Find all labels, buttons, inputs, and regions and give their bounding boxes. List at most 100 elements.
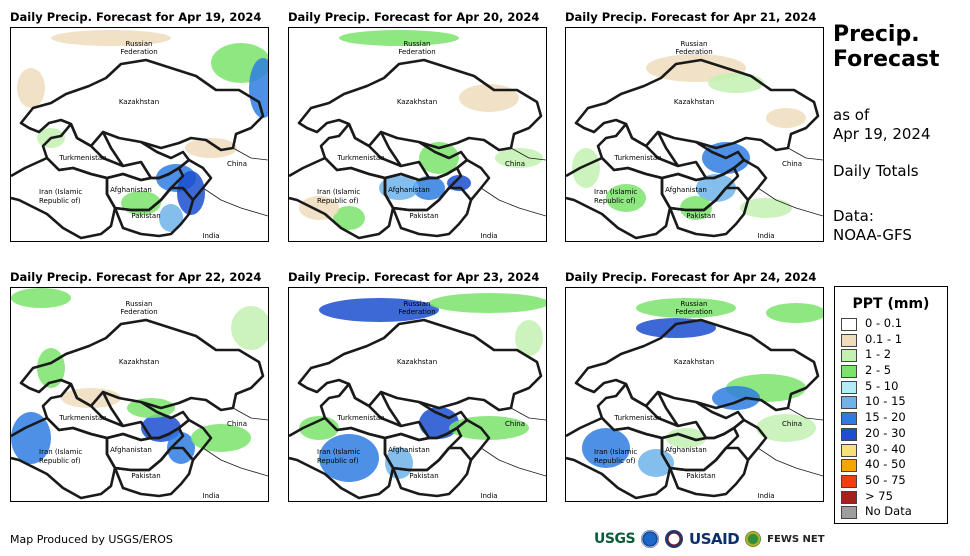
country-label: China	[782, 160, 802, 168]
country-border	[11, 416, 117, 500]
legend-row: 40 - 50	[835, 457, 947, 473]
legend-label: > 75	[865, 488, 893, 503]
forecast-panel: Daily Precip. Forecast for Apr 23, 2024 R…	[288, 270, 568, 528]
legend-row: 10 - 15	[835, 394, 947, 410]
noaa-logo-icon	[641, 530, 660, 548]
country-border	[391, 446, 473, 498]
legend-label: 15 - 20	[865, 410, 906, 425]
precip-area	[708, 73, 764, 93]
legend-label: 5 - 10	[865, 378, 899, 393]
country-label: Federation	[120, 48, 157, 56]
legend-row: 20 - 30	[835, 426, 947, 442]
daily-totals-label: Daily Totals	[833, 162, 919, 180]
legend-row: 30 - 40	[835, 442, 947, 458]
country-label: China	[782, 420, 802, 428]
forecast-panel: Daily Precip. Forecast for Apr 21, 2024 R…	[565, 10, 845, 268]
country-border	[101, 131, 125, 167]
precip-area	[572, 148, 600, 188]
legend-swatch	[841, 490, 857, 504]
precip-map: Russian Federation Kazakhstan Turkmenistan C…	[288, 287, 547, 502]
precip-map: Russian Federation Kazakhstan Turkmenistan C…	[10, 27, 269, 242]
precip-map: Russian Federation Kazakhstan Turkmenistan C…	[10, 287, 269, 502]
country-border	[456, 158, 491, 201]
country-border	[757, 447, 823, 477]
data-source: NOAA-GFS	[833, 226, 912, 244]
precip-area	[319, 434, 379, 482]
legend-swatch	[841, 380, 857, 394]
country-label: Russian	[126, 40, 153, 48]
country-border	[11, 156, 117, 240]
country-label: Kazakhstan	[674, 98, 714, 106]
country-border	[101, 391, 125, 427]
country-border	[510, 147, 546, 161]
country-border	[787, 407, 823, 421]
legend-label: 0 - 0.1	[865, 316, 903, 330]
country-label: Iran (Islamic	[39, 448, 82, 456]
panel-title: Daily Precip. Forecast for Apr 20, 2024	[288, 10, 540, 24]
country-border	[733, 158, 768, 201]
partner-logos: USGS USAID FEWS NET	[594, 528, 825, 550]
country-label: Russian	[681, 40, 708, 48]
country-label: Republic of)	[594, 457, 636, 465]
legend-label: No Data	[865, 504, 912, 519]
country-border	[232, 147, 268, 161]
legend-title: PPT (mm)	[852, 296, 930, 312]
panel-title: Daily Precip. Forecast for Apr 23, 2024	[288, 270, 540, 284]
country-border	[480, 187, 546, 217]
legend-swatch	[841, 365, 857, 379]
country-label: Republic of)	[317, 457, 359, 465]
precip-area	[636, 298, 736, 318]
country-label: China	[505, 420, 525, 428]
precip-area	[756, 414, 816, 442]
legend-row: 0 - 0.1	[835, 316, 947, 332]
country-border	[379, 391, 403, 427]
legend-label: 0.1 - 1	[865, 331, 903, 346]
country-border	[178, 158, 213, 201]
country-label: Federation	[120, 308, 157, 316]
main-title-line2: Forecast	[833, 47, 940, 72]
country-label: Federation	[398, 48, 435, 56]
usgs-logo: USGS	[594, 531, 636, 547]
precip-map: Russian Federation Kazakhstan Turkmenistan C…	[565, 287, 824, 502]
country-label: Republic of)	[594, 197, 636, 205]
as-of-date: Apr 19, 2024	[833, 125, 931, 143]
country-border	[733, 418, 768, 461]
country-border	[757, 187, 823, 217]
country-label: Republic of)	[39, 197, 81, 205]
country-border	[202, 447, 268, 477]
country-border	[656, 131, 680, 167]
precip-area	[638, 449, 674, 477]
country-label: Iran (Islamic	[594, 188, 637, 196]
legend-label: 20 - 30	[865, 425, 906, 440]
map-credit: Map Produced by USGS/EROS	[10, 533, 173, 546]
country-label: Iran (Islamic	[594, 448, 637, 456]
country-label: Pakistan	[131, 212, 160, 220]
country-label: Afghanistan	[110, 446, 152, 454]
country-label: India	[202, 232, 219, 240]
country-label: Turkmenistan	[336, 414, 384, 422]
country-label: India	[480, 232, 497, 240]
precip-area	[419, 407, 459, 439]
precip-area	[712, 386, 760, 410]
dos-seal-icon	[665, 530, 684, 548]
country-border	[319, 123, 431, 182]
country-label: Federation	[675, 308, 712, 316]
precip-area	[11, 412, 51, 464]
country-label: Afghanistan	[388, 446, 430, 454]
precip-area	[429, 293, 546, 313]
country-border	[391, 186, 473, 238]
precip-map: Russian Federation Kazakhstan Turkmenistan C…	[565, 27, 824, 242]
legend-label: 1 - 2	[865, 347, 892, 362]
legend-swatch	[841, 459, 857, 473]
country-label: Russian	[681, 300, 708, 308]
precip-area	[636, 318, 716, 338]
country-label: Turkmenistan	[336, 154, 384, 162]
precip-area	[515, 320, 543, 356]
legend-label: 10 - 15	[865, 394, 906, 409]
precip-area	[299, 196, 339, 220]
precip-area	[606, 184, 646, 212]
precip-area	[191, 424, 251, 452]
legend-row: > 75	[835, 489, 947, 505]
country-label: China	[227, 160, 247, 168]
